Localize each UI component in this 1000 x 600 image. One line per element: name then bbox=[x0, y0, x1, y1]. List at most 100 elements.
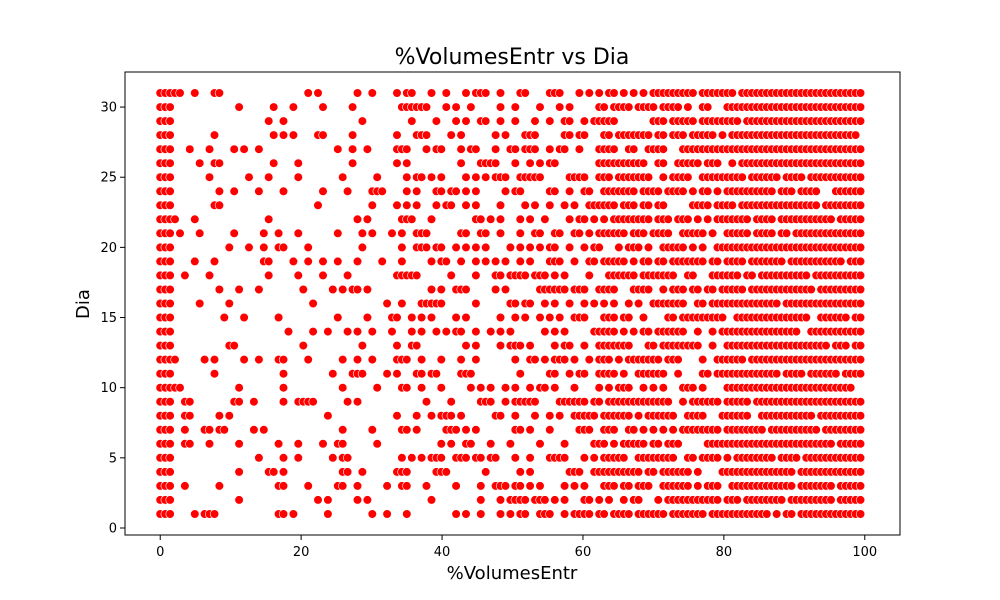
data-point bbox=[165, 200, 175, 210]
data-point bbox=[436, 453, 446, 463]
data-point bbox=[318, 130, 328, 140]
data-point bbox=[540, 355, 550, 365]
data-point bbox=[471, 186, 481, 196]
data-point bbox=[461, 425, 471, 435]
data-point bbox=[239, 355, 249, 365]
data-point bbox=[495, 88, 506, 98]
data-point bbox=[806, 411, 816, 421]
data-point bbox=[431, 327, 442, 337]
data-point bbox=[550, 495, 560, 505]
data-point bbox=[165, 242, 175, 252]
data-point bbox=[717, 312, 728, 323]
data-point bbox=[278, 186, 289, 196]
data-point bbox=[786, 481, 797, 491]
data-point bbox=[209, 130, 220, 140]
data-point bbox=[417, 355, 427, 365]
data-point bbox=[421, 242, 432, 252]
data-point bbox=[426, 284, 437, 295]
data-point bbox=[204, 172, 215, 182]
data-point bbox=[609, 439, 619, 449]
data-point bbox=[402, 186, 412, 196]
data-point bbox=[569, 200, 580, 210]
data-point bbox=[308, 397, 318, 407]
data-point bbox=[352, 284, 363, 295]
data-point bbox=[535, 102, 545, 112]
data-point bbox=[500, 130, 511, 140]
data-point bbox=[476, 214, 486, 224]
data-point bbox=[638, 88, 649, 98]
data-point bbox=[762, 509, 772, 519]
data-point bbox=[510, 411, 520, 421]
data-point bbox=[426, 88, 437, 98]
data-point bbox=[486, 439, 496, 449]
data-point bbox=[559, 481, 570, 491]
data-point bbox=[377, 256, 387, 267]
data-point bbox=[796, 172, 807, 182]
data-point bbox=[372, 172, 382, 182]
data-point bbox=[283, 327, 294, 337]
data-point bbox=[510, 144, 520, 154]
data-point bbox=[426, 411, 437, 421]
data-point bbox=[569, 383, 580, 393]
data-point bbox=[441, 256, 451, 267]
data-point bbox=[545, 144, 555, 154]
data-point bbox=[643, 284, 654, 295]
y-tick-label: 5 bbox=[109, 451, 117, 466]
data-point bbox=[579, 481, 590, 491]
data-point bbox=[559, 453, 570, 463]
data-point bbox=[471, 200, 481, 210]
data-point bbox=[855, 228, 866, 238]
data-point bbox=[831, 369, 841, 379]
data-point bbox=[234, 102, 244, 112]
data-point bbox=[357, 341, 368, 351]
data-point bbox=[214, 411, 224, 421]
data-point bbox=[352, 256, 363, 267]
data-point bbox=[703, 200, 713, 210]
data-point bbox=[525, 256, 535, 267]
data-point bbox=[555, 256, 565, 267]
data-point bbox=[579, 341, 590, 351]
data-point bbox=[555, 228, 565, 238]
data-point bbox=[209, 369, 220, 379]
data-point bbox=[550, 383, 560, 393]
data-point bbox=[574, 88, 585, 98]
data-point bbox=[377, 186, 387, 196]
data-point bbox=[564, 130, 575, 140]
data-point bbox=[767, 453, 777, 463]
data-point bbox=[550, 158, 560, 168]
data-point bbox=[165, 411, 175, 421]
data-point bbox=[772, 172, 782, 182]
data-point bbox=[668, 270, 678, 281]
data-point bbox=[579, 214, 590, 224]
data-point bbox=[619, 256, 629, 267]
data-point bbox=[648, 467, 659, 477]
data-point bbox=[525, 453, 535, 463]
data-point bbox=[855, 439, 866, 449]
data-point bbox=[791, 327, 802, 337]
data-point bbox=[229, 186, 239, 196]
data-point bbox=[688, 88, 698, 98]
data-point bbox=[767, 228, 777, 238]
data-point bbox=[323, 509, 333, 519]
data-point bbox=[417, 172, 427, 182]
data-point bbox=[288, 256, 299, 267]
data-point bbox=[456, 158, 466, 168]
data-point bbox=[540, 327, 550, 337]
data-point bbox=[559, 200, 570, 210]
data-point bbox=[333, 256, 343, 267]
data-point bbox=[826, 495, 836, 505]
data-point bbox=[648, 425, 659, 435]
data-point bbox=[510, 298, 520, 309]
data-point bbox=[269, 102, 279, 112]
data-point bbox=[352, 214, 363, 224]
data-point bbox=[703, 369, 713, 379]
data-point bbox=[510, 312, 520, 323]
y-tick-label: 20 bbox=[100, 241, 117, 256]
data-point bbox=[229, 144, 239, 154]
data-point bbox=[555, 411, 565, 421]
data-point bbox=[461, 509, 471, 519]
data-point bbox=[367, 509, 377, 519]
data-point bbox=[461, 453, 471, 463]
data-point bbox=[476, 481, 486, 491]
data-point bbox=[633, 467, 644, 477]
